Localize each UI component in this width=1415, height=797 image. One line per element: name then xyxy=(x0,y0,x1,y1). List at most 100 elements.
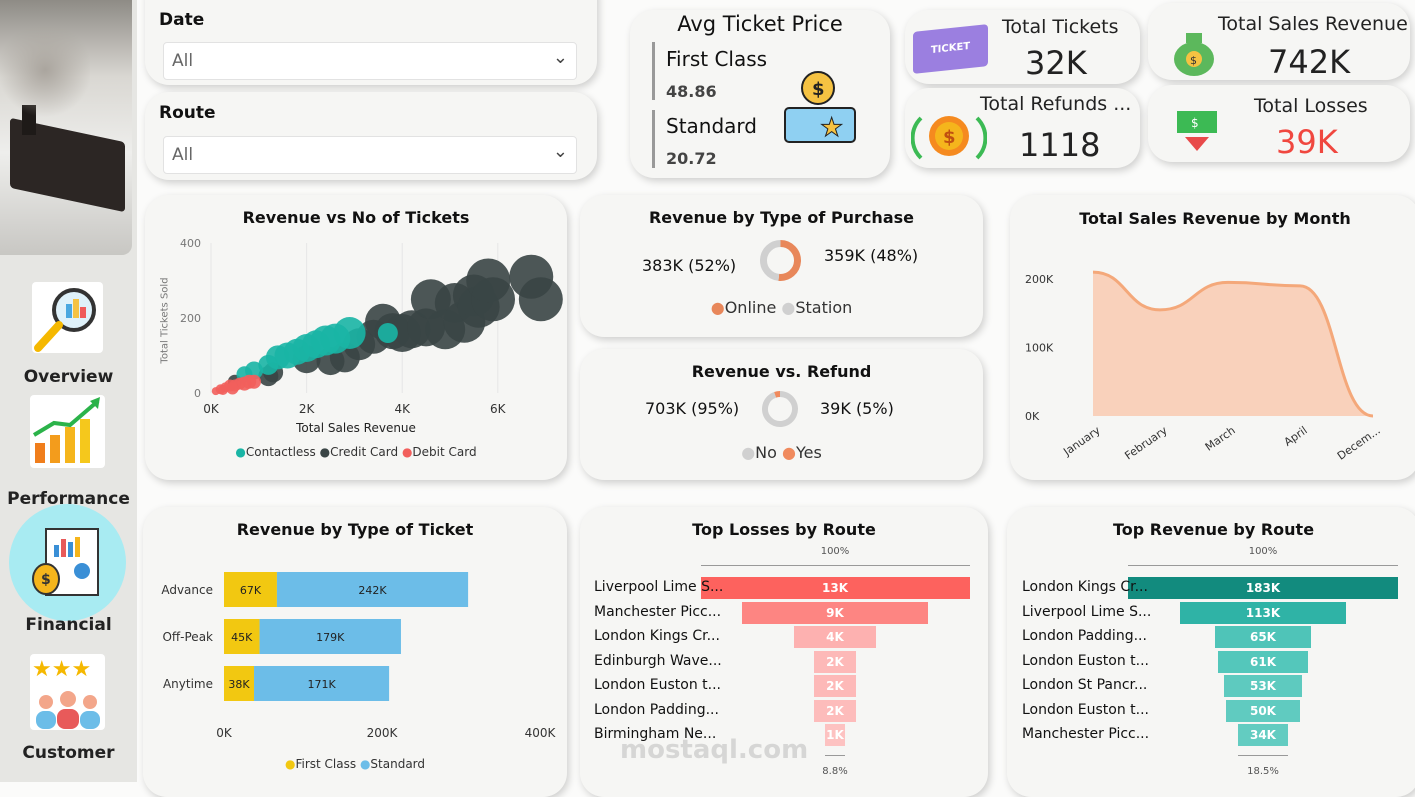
funnel-scale-top xyxy=(1128,565,1398,566)
date-value: All xyxy=(172,51,194,71)
nav-financial[interactable]: $ Financial xyxy=(0,503,137,638)
legend-yes: Yes xyxy=(795,443,822,462)
funnel-bottom-pct: 18.5% xyxy=(1247,766,1279,777)
avg-ticket-title: Avg Ticket Price xyxy=(677,12,843,36)
watermark: mostaql.com xyxy=(620,735,809,765)
bar-label: 179K xyxy=(316,631,345,644)
nav-customer[interactable]: ★★★ Customer xyxy=(0,652,137,767)
legend-debit-card: Debit Card xyxy=(412,445,477,459)
legend-dot: ● xyxy=(235,445,246,459)
nav-overview[interactable]: Overview xyxy=(0,280,137,390)
date-slicer-label: Date xyxy=(159,10,205,30)
first-class-label: First Class xyxy=(666,47,768,71)
route-value: All xyxy=(172,145,194,165)
purchase-card: Revenue by Type of Purchase 383K (52%) 3… xyxy=(580,195,983,337)
funnel-bar: 65K xyxy=(1215,626,1311,648)
bar-label: 67K xyxy=(240,584,262,597)
funnel-label: Edinburgh Wave... xyxy=(594,652,722,669)
nav-performance-label: Performance xyxy=(7,489,130,509)
bar-first-class xyxy=(224,619,260,654)
funnel-label: Birmingham Ne... xyxy=(594,726,717,742)
legend-station: Station xyxy=(795,298,853,317)
money-bag-icon: $ xyxy=(1174,33,1214,76)
magnifier-chart-icon xyxy=(32,282,103,353)
growth-chart-icon xyxy=(30,395,105,468)
funnel-label: London Euston t... xyxy=(594,677,721,693)
x-tick: February xyxy=(1122,424,1170,463)
funnel-bar: 53K xyxy=(1223,675,1303,697)
standard-value: 20.72 xyxy=(666,149,717,168)
funnel-label: Liverpool Lime S... xyxy=(594,579,724,595)
scatter-point xyxy=(333,317,366,349)
top-revenue-title: Top Revenue by Route xyxy=(1112,520,1315,539)
legend-no: No xyxy=(755,443,777,462)
total-tickets-label: Total Tickets xyxy=(1002,16,1119,38)
funnel-label: London Padding... xyxy=(1022,628,1147,644)
funnel-label: Liverpool Lime S... xyxy=(1022,603,1152,620)
funnel-label: London Kings Cr... xyxy=(1022,579,1148,595)
bar-category: Off-Peak xyxy=(162,630,213,644)
scatter-card: Revenue vs No of Tickets 0K 2K 4K 6K 0 200 400… xyxy=(145,195,567,480)
total-tickets-card: TICKET Total Tickets 32K xyxy=(905,10,1140,84)
funnel-bar: 9K xyxy=(741,601,929,624)
purchase-title: Revenue by Type of Purchase xyxy=(648,208,914,227)
nav-overview-label: Overview xyxy=(23,367,114,387)
funnel-bar: 183K xyxy=(1128,577,1398,599)
svg-text:$: $ xyxy=(1191,116,1199,130)
nav-performance[interactable]: Performance xyxy=(0,395,137,510)
legend-dot: ● xyxy=(401,445,413,459)
y-tick: 100K xyxy=(1025,342,1054,355)
funnel-bar: 61K xyxy=(1218,650,1308,673)
ticket-icon: TICKET xyxy=(913,24,988,74)
chevron-down-icon: ⌄ xyxy=(552,141,568,162)
funnel-bar: 2K xyxy=(814,699,856,722)
no-label: 703K (95%) xyxy=(645,399,740,418)
funnel-label: Manchester Picc... xyxy=(594,603,722,620)
first-class-value: 48.86 xyxy=(666,82,717,101)
scatter-ylabel: Total Tickets Sold xyxy=(159,277,171,364)
y-tick: 0 xyxy=(194,387,201,400)
legend-online: Online xyxy=(724,298,777,317)
online-label: 383K (52%) xyxy=(642,256,737,275)
scatter-point xyxy=(377,323,398,343)
scatter-point xyxy=(217,385,228,395)
yes-label: 39K (5%) xyxy=(820,399,894,418)
x-tick: 4K xyxy=(394,402,411,416)
financial-report-icon: $ xyxy=(32,527,102,599)
nav-financial-label: Financial xyxy=(25,615,112,635)
top-revenue-card: Top Revenue by Route 100% 183K London King… xyxy=(1007,507,1415,797)
legend-credit-card: Credit Card xyxy=(330,445,399,459)
divider xyxy=(652,42,655,100)
total-losses-card: $ Total Losses 39K xyxy=(1148,85,1410,162)
x-tick: 6K xyxy=(490,402,507,416)
purchase-legend: ●Online ●Station xyxy=(710,298,853,317)
avg-ticket-card: Avg Ticket Price First Class 48.86 Stand… xyxy=(630,10,890,178)
scatter-point xyxy=(518,277,563,322)
money-loss-icon: $ xyxy=(1177,111,1217,151)
svg-text:$: $ xyxy=(812,79,825,100)
bar-label: 171K xyxy=(307,678,336,691)
ticket-type-title: Revenue by Type of Ticket xyxy=(236,520,474,539)
sidebar: Overview Performance $ Financial ★★★ Cus… xyxy=(0,0,137,782)
total-refunds-label: Total Refunds ... xyxy=(980,93,1132,115)
area-fill xyxy=(1093,272,1373,416)
losses-title: Top Losses by Route xyxy=(692,520,876,539)
donut-slice-online xyxy=(778,240,801,281)
y-tick: 0K xyxy=(1025,410,1040,423)
x-tick: 400K xyxy=(525,726,557,740)
bar-category: Anytime xyxy=(163,677,213,691)
date-dropdown[interactable]: All ⌄ xyxy=(163,42,577,80)
funnel-label: London Euston t... xyxy=(1022,701,1149,718)
funnel-label: Manchester Picc... xyxy=(1022,726,1150,742)
legend-standard: Standard xyxy=(370,757,426,771)
legend-dot: ● xyxy=(319,445,331,459)
refund-donut xyxy=(762,391,798,427)
x-tick: 200K xyxy=(367,726,399,740)
area-line xyxy=(1092,270,1374,418)
scatter-point xyxy=(471,277,516,322)
svg-text:$: $ xyxy=(943,127,956,148)
funnel-bar: 50K xyxy=(1226,699,1300,722)
route-dropdown[interactable]: All ⌄ xyxy=(163,136,577,174)
total-losses-value: 39K xyxy=(1276,123,1338,161)
y-tick: 400 xyxy=(180,237,201,250)
